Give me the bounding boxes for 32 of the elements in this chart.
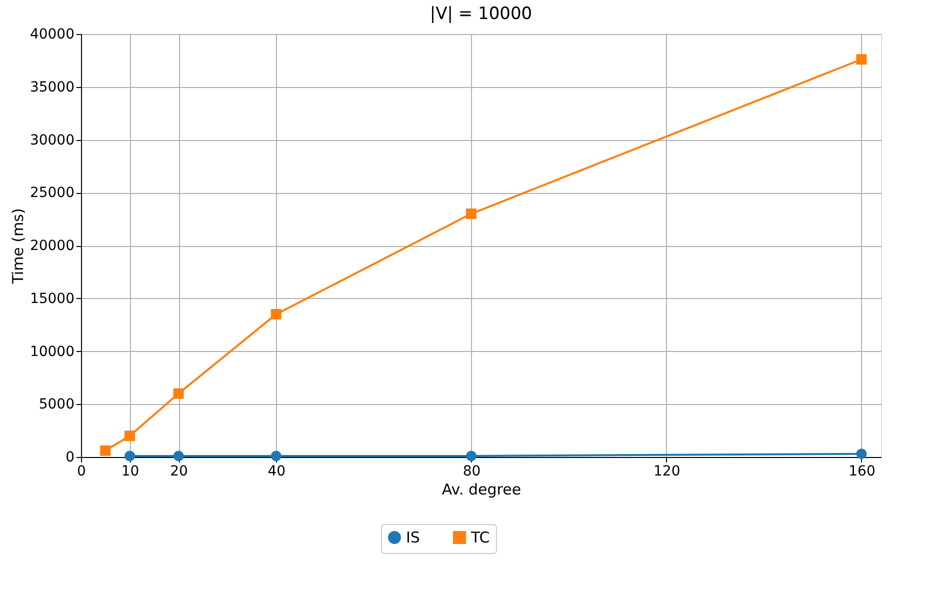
- x-axis-title: Av. degree: [442, 480, 522, 498]
- legend-label: IS: [406, 528, 420, 547]
- y-tick-label: 30000: [30, 132, 74, 148]
- y-tick-label: 10000: [30, 344, 74, 360]
- point: [173, 450, 184, 462]
- point: [856, 54, 867, 65]
- x-tick-label: 10: [121, 464, 140, 480]
- x-tick-label: 40: [268, 464, 286, 480]
- point: [466, 208, 476, 220]
- point: [173, 388, 184, 399]
- x-tick-label: 0: [77, 464, 86, 480]
- point: [100, 445, 111, 456]
- legend-label: TC: [470, 528, 490, 547]
- y-tick-label: 25000: [30, 185, 74, 202]
- y-tick-label: 5000: [38, 396, 74, 413]
- y-axis-title: Time (ms): [8, 208, 27, 285]
- point: [466, 450, 476, 462]
- y-tick-label: 40000: [30, 26, 74, 42]
- x-tick-label: 80: [462, 464, 481, 480]
- y-tick-label: 0: [66, 450, 74, 466]
- chart-title: |V| = 10000: [430, 4, 532, 24]
- y-tick-label: 35000: [30, 79, 74, 96]
- point: [124, 430, 136, 442]
- y-tick-label: 15000: [30, 290, 74, 307]
- x-tick-label: 20: [170, 464, 188, 480]
- y-tick-label: 20000: [30, 238, 74, 254]
- x-tick-label: 120: [654, 464, 680, 480]
- point: [270, 308, 282, 320]
- point: [124, 450, 136, 462]
- point: [856, 448, 867, 460]
- x-tick-label: 160: [848, 464, 876, 480]
- point: [270, 450, 282, 462]
